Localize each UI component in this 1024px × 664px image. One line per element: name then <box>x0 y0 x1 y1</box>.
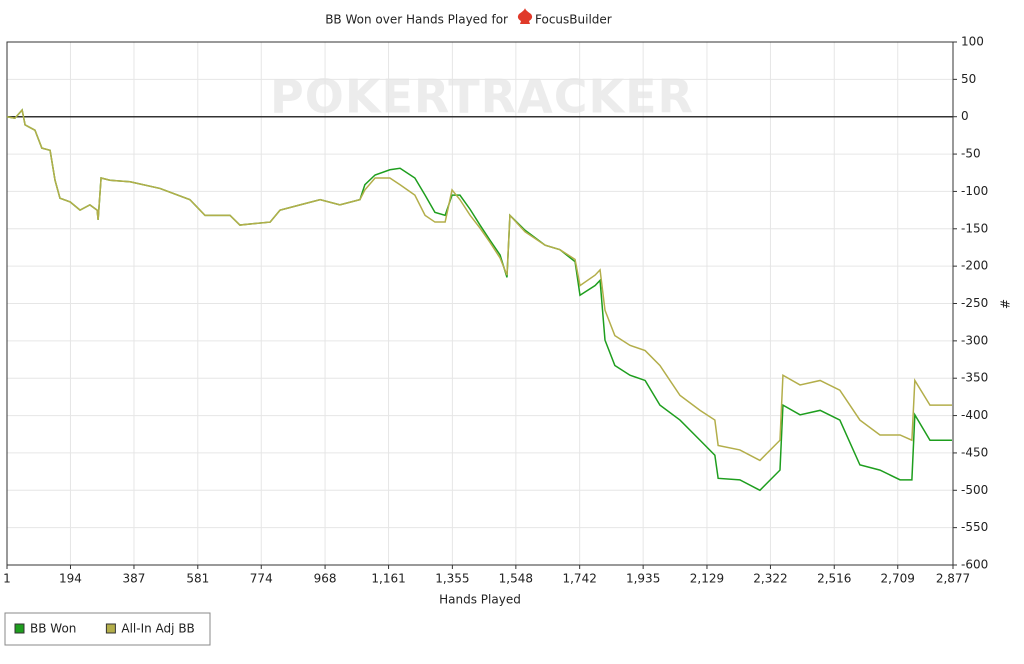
legend-swatch <box>105 623 116 634</box>
y-tick-label: -100 <box>961 184 988 198</box>
x-tick-label: 387 <box>123 572 146 586</box>
series-line <box>6 108 953 462</box>
x-tick-label: 2,322 <box>753 572 787 586</box>
y-tick-label: -400 <box>961 408 988 422</box>
x-tick-label: 2,709 <box>881 572 915 586</box>
y-tick-label: -450 <box>961 445 988 459</box>
y-tick-label: 50 <box>961 72 976 86</box>
x-tick-label: 1,161 <box>371 572 405 586</box>
y-tick-label: -250 <box>961 296 988 310</box>
player-name: FocusBuilder <box>535 13 612 27</box>
x-tick-label: 581 <box>186 572 209 586</box>
x-tick-label: 968 <box>314 572 337 586</box>
x-axis-label: Hands Played <box>439 593 521 607</box>
y-tick-label: 0 <box>961 109 969 123</box>
y-tick-label: -500 <box>961 483 988 497</box>
legend-label: BB Won <box>30 622 76 636</box>
x-tick-label: 774 <box>250 572 273 586</box>
y-tick-label: -350 <box>961 371 988 385</box>
x-tick-label: 1,355 <box>435 572 469 586</box>
legend-swatch <box>14 623 25 634</box>
y-tick-label: -550 <box>961 520 988 534</box>
x-tick-label: 2,516 <box>817 572 851 586</box>
y-tick-label: -600 <box>961 558 988 572</box>
x-tick-label: 2,129 <box>690 572 724 586</box>
player-icon <box>517 8 533 24</box>
y-tick-label: -200 <box>961 259 988 273</box>
legend-label: All-In Adj BB <box>121 622 194 636</box>
x-tick-label: 1,548 <box>499 572 533 586</box>
series-line <box>6 108 953 492</box>
x-tick-label: 1,742 <box>562 572 596 586</box>
x-tick-label: 2,877 <box>936 572 970 586</box>
chart-title: BB Won over Hands Played for <box>325 13 508 27</box>
y-tick-label: -150 <box>961 221 988 235</box>
y-tick-label: 100 <box>961 35 984 49</box>
y-tick-label: -300 <box>961 333 988 347</box>
watermark: POKERTRACKER <box>270 70 694 124</box>
y-axis-label: # <box>998 299 1012 309</box>
y-tick-label: -50 <box>961 147 981 161</box>
x-tick-label: 194 <box>59 572 82 586</box>
x-tick-label: 1 <box>3 572 11 586</box>
plot-frame <box>6 41 954 566</box>
x-tick-label: 1,935 <box>626 572 660 586</box>
